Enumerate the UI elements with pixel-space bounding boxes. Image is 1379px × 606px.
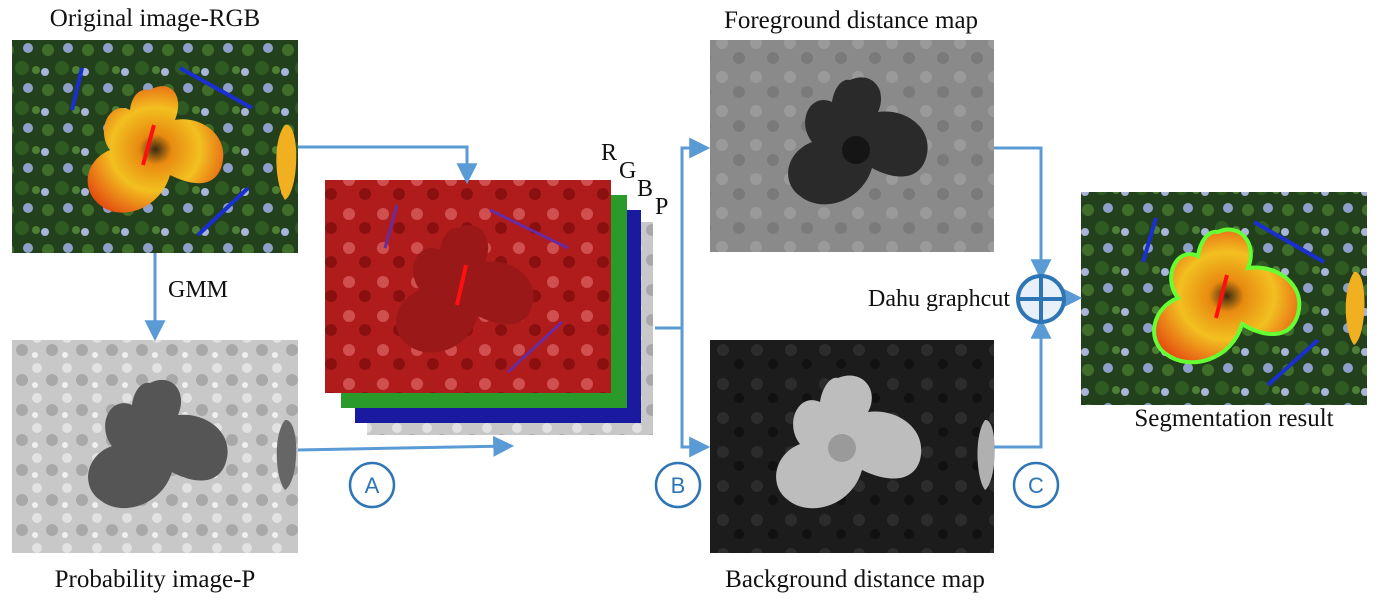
- segmentation-contour: [1152, 227, 1302, 365]
- segmentation-result-label: Segmentation result: [1134, 405, 1333, 432]
- graphcut-combine-icon: [1016, 274, 1066, 324]
- channel-label-r: R: [601, 140, 617, 166]
- step-a: A: [348, 461, 396, 509]
- segmentation-result-image: [1081, 192, 1367, 405]
- step-b: B: [654, 461, 702, 509]
- original-image: [12, 40, 298, 253]
- step-a-label: A: [365, 473, 380, 498]
- arrow-to-background: [680, 328, 711, 458]
- arrow-original-to-stack: [298, 145, 478, 185]
- gmm-label: GMM: [168, 277, 228, 303]
- probability-image-label: Probability image-P: [55, 566, 256, 593]
- channel-label-g: G: [619, 158, 636, 184]
- step-b-label: B: [671, 473, 686, 498]
- arrow-to-foreground: [680, 137, 711, 328]
- original-image-label: Original image-RGB: [50, 5, 260, 32]
- probability-image: [12, 340, 298, 553]
- flower-shape-dark: [88, 379, 228, 509]
- arrow-probability-to-stack: [297, 435, 515, 457]
- background-distance-map: [710, 340, 995, 553]
- channel-stack: [325, 180, 653, 435]
- arrow-foreground-to-cut: [994, 146, 1052, 281]
- channel-label-p: P: [655, 194, 668, 220]
- step-c-label: C: [1028, 473, 1044, 498]
- arrows: [144, 137, 1083, 458]
- channel-label-b: B: [637, 176, 653, 202]
- background-map-label: Background distance map: [725, 566, 985, 593]
- foreground-map-label: Foreground distance map: [724, 7, 978, 34]
- graphcut-label: Dahu graphcut: [868, 286, 1010, 312]
- foreground-distance-map: [710, 40, 994, 252]
- step-c: C: [1012, 461, 1060, 509]
- arrow-background-to-cut: [994, 317, 1052, 449]
- flower-shape: [87, 86, 224, 213]
